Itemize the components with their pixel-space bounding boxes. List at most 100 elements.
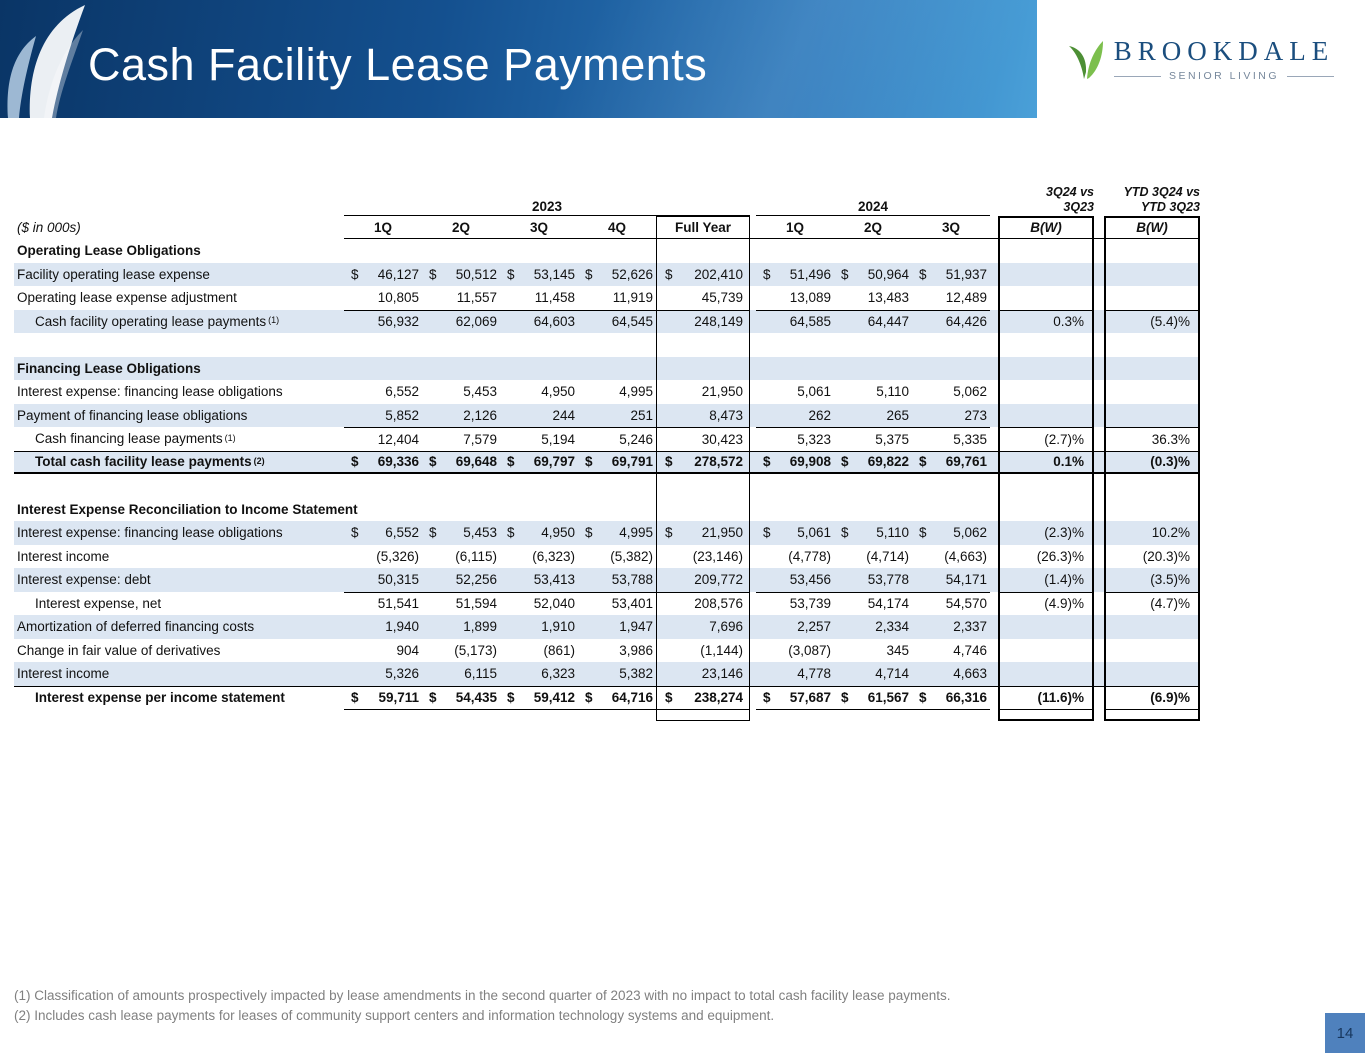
dollar-sign: $ — [585, 266, 593, 282]
dollar-sign: $ — [919, 690, 927, 706]
group-2024-label: 2024 — [857, 199, 889, 214]
value-cell: 11,919 — [612, 290, 653, 306]
dollar-sign: $ — [585, 690, 593, 706]
value-cell: 54,570 — [912, 591, 990, 616]
value-cell: $50,964 — [841, 266, 909, 282]
value-cell — [756, 239, 834, 263]
row-label: Financing Lease Obligations — [17, 360, 201, 376]
value-cell — [1104, 474, 1200, 498]
value-cell — [1104, 239, 1200, 263]
value-cell — [998, 615, 1094, 639]
value-cell: 30,423 — [656, 427, 750, 451]
value-cell: 51,594 — [422, 591, 500, 616]
value-cell — [834, 709, 912, 721]
value-cell — [656, 474, 750, 498]
value-cell — [578, 474, 656, 498]
value-cell: 53,456 — [789, 572, 831, 588]
column-gap — [1094, 639, 1104, 663]
value-cell: 13,483 — [867, 290, 909, 306]
column-gap — [1094, 178, 1104, 216]
value-cell: 251 — [630, 407, 653, 423]
value-cell: 5,335 — [912, 427, 990, 451]
value-cell: (6,115) — [455, 548, 497, 564]
row-label: Total cash facility lease payments (2) — [35, 454, 265, 470]
table-group-header-row: 2023 2024 3Q24 vs 3Q23 YTD 3Q24 vs YTD 3… — [14, 178, 1200, 216]
value-cell: $5,110 — [841, 525, 909, 541]
column-gap — [990, 286, 998, 310]
column-gap — [990, 404, 998, 428]
dollar-sign: $ — [763, 266, 771, 282]
table-section-row: Financing Lease Obligations — [14, 356, 1200, 381]
value-cell: $69,336 — [351, 454, 419, 470]
value-cell: $64,716 — [585, 690, 653, 706]
value-cell: 4,778 — [797, 666, 831, 682]
column-gap — [990, 333, 998, 357]
column-gap — [990, 639, 998, 663]
value-cell: 2,337 — [953, 619, 987, 635]
value-cell — [344, 474, 422, 498]
page-number-badge: 14 — [1325, 1013, 1365, 1053]
value-cell: 5,382 — [619, 666, 653, 682]
value-cell: $4,950 — [507, 525, 575, 541]
value-cell: 904 — [396, 642, 419, 658]
value-cell — [998, 357, 1094, 381]
dollar-sign: $ — [429, 525, 437, 541]
dollar-sign: $ — [919, 454, 927, 470]
dollar-sign: $ — [585, 454, 593, 470]
value-cell: (2.3)% — [1044, 525, 1084, 541]
dollar-sign: $ — [585, 525, 593, 541]
row-label: Operating Lease Obligations — [17, 243, 201, 259]
column-gap — [1094, 263, 1104, 287]
dollar-sign: $ — [507, 690, 515, 706]
value-cell: $5,062 — [919, 525, 987, 541]
value-cell: (1,144) — [700, 642, 743, 658]
value-cell: 62,069 — [422, 309, 500, 334]
value-cell — [1104, 333, 1200, 357]
value-cell — [998, 662, 1094, 686]
value-cell: $54,435 — [429, 690, 497, 706]
value-cell: 3,986 — [619, 642, 653, 658]
value-cell: $69,908 — [763, 454, 831, 470]
column-gap — [990, 687, 998, 710]
group-header-2024: 2024 — [756, 178, 990, 216]
footnote-1: (1) Classification of amounts prospectiv… — [14, 988, 951, 1003]
column-gap — [750, 216, 756, 239]
value-cell: $46,127 — [351, 266, 419, 282]
value-cell — [834, 498, 912, 522]
table-row: Interest expense: financing lease obliga… — [14, 380, 1200, 404]
row-label: Operating lease expense adjustment — [17, 290, 237, 306]
logo-leaf-icon — [1068, 41, 1103, 79]
value-cell: 6,323 — [541, 666, 575, 682]
table-row: Cash financing lease payments (1) 12,404 7,… — [14, 427, 1200, 451]
value-cell: $4,995 — [585, 525, 653, 541]
value-cell — [1104, 709, 1200, 721]
value-cell: 4,950 — [541, 384, 575, 400]
row-label: Change in fair value of derivatives — [17, 642, 221, 658]
value-cell: 13,089 — [789, 290, 831, 306]
value-cell: (23,146) — [692, 548, 743, 564]
value-cell: (6,323) — [532, 548, 575, 564]
group-header-2023: 2023 — [344, 178, 750, 216]
dollar-sign: $ — [507, 266, 515, 282]
value-cell — [756, 333, 834, 357]
value-cell — [422, 357, 500, 381]
column-gap — [1094, 357, 1104, 381]
dollar-sign: $ — [841, 690, 849, 706]
column-gap — [990, 452, 998, 473]
value-cell — [578, 357, 656, 381]
column-gap — [1094, 380, 1104, 404]
dollar-sign: $ — [665, 454, 673, 470]
value-cell — [500, 239, 578, 263]
value-cell — [422, 709, 500, 721]
value-cell: $51,496 — [763, 266, 831, 282]
row-label: Interest Expense Reconciliation to Incom… — [17, 501, 358, 517]
value-cell: 1,940 — [385, 619, 419, 635]
value-cell — [1104, 357, 1200, 381]
value-cell: $51,937 — [919, 266, 987, 282]
column-gap — [990, 216, 998, 239]
value-cell — [998, 639, 1094, 663]
value-cell: (5,382) — [610, 548, 653, 564]
value-cell: (4,778) — [788, 548, 831, 564]
table-row: Interest expense, net 51,541 51,594 52,040 5… — [14, 591, 1200, 616]
value-cell — [998, 404, 1094, 428]
